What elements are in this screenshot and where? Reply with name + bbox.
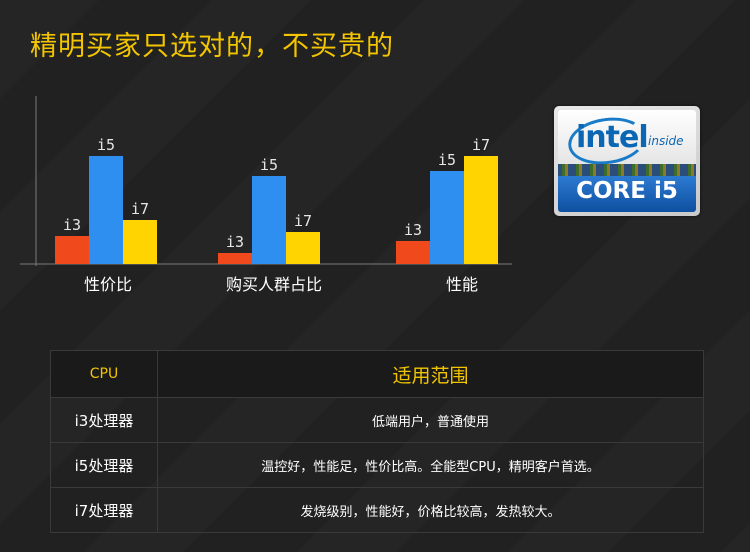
bar-i3-2 xyxy=(396,241,430,264)
table-row: i5处理器 温控好，性能足，性价比高。全能型CPU，精明客户首选。 xyxy=(51,442,703,487)
cpu-cell: i7处理器 xyxy=(51,488,158,532)
bar-label-i7-1: i7 xyxy=(294,212,312,230)
bar-i7-0 xyxy=(123,220,157,264)
bar-label-i7-2: i7 xyxy=(472,136,490,154)
core-i5-wordmark: CORE i5 xyxy=(576,178,678,204)
bar-i7-2 xyxy=(464,156,498,264)
bar-i7-1 xyxy=(286,232,320,264)
bar-chart: i3 i5 i7 性价比 i3 i5 i7 购买人群占比 i3 i5 i7 性能 xyxy=(20,96,512,294)
table-row: i7处理器 发烧级别，性能好，价格比较高，发热较大。 xyxy=(51,487,703,532)
cpu-cell: i5处理器 xyxy=(51,443,158,487)
bar-label-i3-0: i3 xyxy=(63,216,81,234)
intel-wordmark: intel xyxy=(576,120,649,155)
header-cpu: CPU xyxy=(51,351,158,397)
category-label-0: 性价比 xyxy=(84,275,132,294)
usage-cell: 温控好，性能足，性价比高。全能型CPU，精明客户首选。 xyxy=(261,459,600,475)
usage-cell: 低端用户，普通使用 xyxy=(371,414,489,430)
bar-i3-1 xyxy=(218,253,252,264)
page-title: 精明买家只选对的，不买贵的 xyxy=(30,31,394,62)
bar-i5-1 xyxy=(252,176,286,264)
bar-label-i5-2: i5 xyxy=(438,151,456,169)
bar-label-i3-1: i3 xyxy=(226,233,244,251)
bar-label-i7-0: i7 xyxy=(131,200,149,218)
bar-label-i5-0: i5 xyxy=(97,136,115,154)
bar-label-i5-1: i5 xyxy=(260,156,278,174)
logo-chip-band xyxy=(558,164,696,176)
category-label-2: 性能 xyxy=(446,275,478,294)
cpu-cell: i3处理器 xyxy=(51,398,158,442)
bar-i5-2 xyxy=(430,171,464,264)
header-usage: 适用范围 xyxy=(392,364,469,387)
bar-label-i3-2: i3 xyxy=(404,221,422,239)
table-header-row: CPU 适用范围 xyxy=(51,351,703,397)
usage-cell: 发烧级别，性能好，价格比较高，发热较大。 xyxy=(300,504,561,520)
bar-i5-0 xyxy=(89,156,123,264)
cpu-usage-table: CPU 适用范围 i3处理器 低端用户，普通使用 i5处理器 温控好，性能足，性… xyxy=(50,350,704,533)
inside-wordmark: inside xyxy=(648,134,684,148)
bar-i3-0 xyxy=(55,236,89,264)
intel-core-i5-logo: intel inside CORE i5 xyxy=(554,106,700,216)
category-label-1: 购买人群占比 xyxy=(226,275,322,294)
table-row: i3处理器 低端用户，普通使用 xyxy=(51,397,703,442)
